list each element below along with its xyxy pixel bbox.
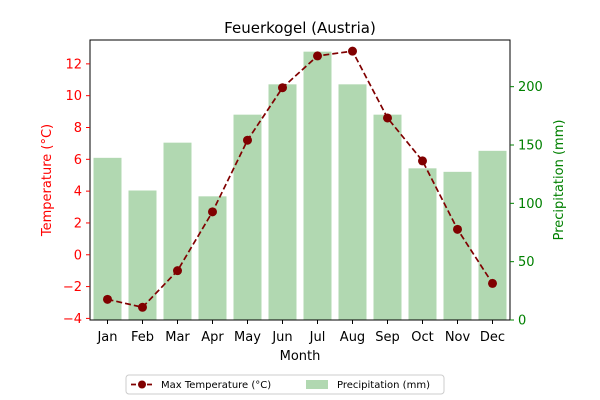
- temperature-point: [243, 135, 252, 145]
- precip-bar: [163, 142, 192, 320]
- temperature-point: [208, 207, 217, 217]
- temperature-point: [418, 156, 427, 166]
- temperature-point: [138, 302, 147, 312]
- precip-bar: [408, 168, 437, 320]
- precip-bar: [373, 114, 402, 321]
- chart-title: Feuerkogel (Austria): [224, 19, 376, 37]
- precip-bar: [128, 190, 157, 320]
- legend-bar-swatch: [306, 380, 328, 389]
- y-left-tick-label: 2: [74, 216, 82, 231]
- y-left-tick-label: 8: [74, 121, 82, 136]
- legend-marker-swatch: [138, 380, 146, 389]
- x-tick-label: Apr: [201, 330, 224, 345]
- x-axis-label: Month: [280, 349, 321, 364]
- temperature-line: [107, 50, 494, 309]
- y-right-tick-label: 200: [518, 80, 543, 95]
- x-tick-label: May: [234, 330, 261, 345]
- bars-layer: [93, 51, 507, 321]
- legend-label-temperature: Max Temperature (°C): [161, 380, 271, 391]
- y-left-tick-label: 6: [74, 153, 82, 168]
- temperature-point: [383, 113, 392, 123]
- temperature-point: [453, 224, 462, 234]
- precip-bar: [338, 84, 367, 320]
- x-tick-label: Jun: [271, 330, 292, 345]
- y-right-tick-label: 100: [518, 197, 543, 212]
- temperature-point: [348, 46, 357, 56]
- legend: Max Temperature (°C) Precipitation (mm): [125, 374, 445, 395]
- temperature-point: [313, 51, 322, 61]
- legend-box: [125, 374, 445, 395]
- y-axis-right-label: Precipitation (mm): [552, 120, 567, 241]
- precip-bar: [443, 171, 472, 320]
- x-tick-label: Nov: [445, 330, 471, 345]
- y-right-tick-label: 50: [518, 255, 535, 270]
- x-tick-label: Mar: [165, 330, 190, 345]
- y-axis-left-label: Temperature (°C): [40, 124, 55, 237]
- y-left-tick-label: −4: [63, 312, 82, 327]
- legend-label-precipitation: Precipitation (mm): [337, 380, 430, 391]
- temperature-point: [488, 278, 497, 288]
- x-tick-label: Aug: [340, 330, 365, 345]
- precip-bar: [268, 84, 297, 320]
- y-right-tick-label: 150: [518, 139, 543, 154]
- temperature-point: [278, 83, 287, 93]
- x-tick-label: Sep: [375, 330, 400, 345]
- y-left-tick-label: −2: [63, 280, 82, 295]
- precip-bar: [478, 150, 507, 320]
- x-tick-label: Dec: [480, 330, 505, 345]
- y-left-tick-label: 10: [65, 89, 82, 104]
- plot-frame: [89, 39, 511, 321]
- y-left-tick-label: 4: [74, 185, 82, 200]
- y-left-tick-label: 0: [74, 248, 82, 263]
- y-left-tick-label: 12: [65, 57, 82, 72]
- x-tick-label: Jan: [96, 330, 117, 345]
- axes-layer: −4 −2 0 2 4 6 8 10 12 0 50 100 150 200 Jan Feb Mar Apr May…: [63, 39, 543, 345]
- precip-bar: [233, 114, 262, 321]
- x-tick-label: Feb: [131, 330, 154, 345]
- precip-bar: [93, 157, 122, 320]
- x-tick-label: Jul: [309, 330, 326, 345]
- x-tick-label: Oct: [411, 330, 433, 345]
- line-layer: [103, 46, 497, 312]
- y-right-tick-label: 0: [518, 314, 526, 329]
- precip-bar: [198, 196, 227, 320]
- temperature-point: [103, 294, 112, 304]
- precip-bar: [303, 51, 332, 321]
- temperature-point: [173, 266, 182, 276]
